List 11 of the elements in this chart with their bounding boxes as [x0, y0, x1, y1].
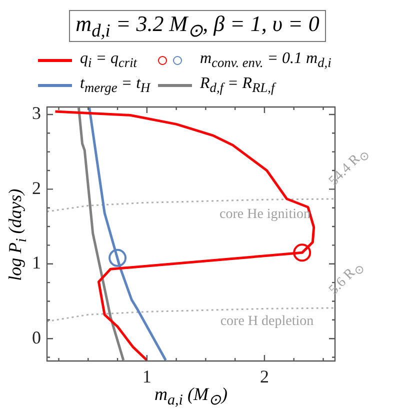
legend-label: q$_{i}$ = q$_{crit}$	[80, 50, 138, 72]
y-tick-label: 3	[32, 103, 41, 124]
chart-title: m$_{d,i}$ = 3.2 M$_{⊙}$, β = 1, υ = 0	[68, 10, 326, 42]
x-axis-title: m$_{a,i}$ (M$_{⊙}$)	[154, 384, 228, 409]
y-tick-label: 2	[32, 178, 41, 198]
legend-label: m$_{conv. env.}$ = 0.1 m$_{d,i}$	[200, 50, 332, 72]
annotation: core H depletion	[220, 314, 314, 329]
legend-label: t$_{merge}$ = t$_{H}$	[80, 75, 150, 96]
y-tick-label: 1	[32, 252, 41, 273]
legend-label: R$_{d,f}$ = R$_{RL,f}$	[200, 75, 275, 96]
y-tick-label: 0	[32, 327, 41, 348]
